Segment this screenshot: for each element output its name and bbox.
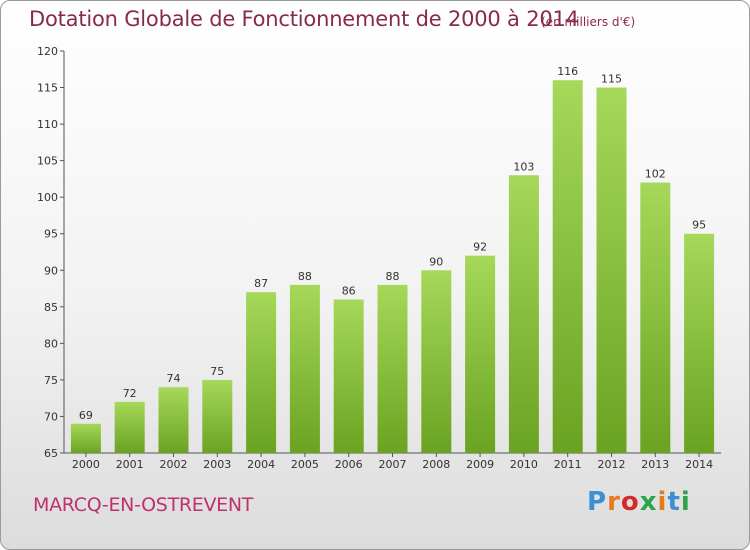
x-tick-label: 2003 (203, 458, 231, 471)
x-tick-label: 2002 (160, 458, 188, 471)
x-tick-label: 2012 (598, 458, 626, 471)
x-tick-label: 2006 (335, 458, 363, 471)
bar (246, 292, 277, 453)
bar (552, 80, 583, 454)
y-tick-label: 80 (44, 337, 58, 350)
bar-value-label: 90 (429, 255, 443, 268)
bar-value-label: 86 (342, 285, 356, 298)
y-tick-label: 85 (44, 301, 58, 314)
chart-title: Dotation Globale de Fonctionnement de 20… (29, 7, 579, 31)
proxiti-logo[interactable]: Proxiti (587, 487, 691, 517)
y-tick-label: 75 (44, 374, 58, 387)
y-tick-label: 95 (44, 228, 58, 241)
x-tick-label: 2000 (72, 458, 100, 471)
bar-value-label: 115 (601, 73, 622, 86)
chart-bars: 69 72 74 75 87 88 86 88 90 92 103 116 115 102 95 (70, 65, 715, 454)
x-tick-label: 2009 (466, 458, 494, 471)
y-tick-label: 105 (37, 155, 58, 168)
bar (421, 270, 452, 453)
bar-value-label: 88 (298, 270, 312, 283)
logo-letter: i (657, 487, 668, 517)
x-tick-label: 2014 (685, 458, 713, 471)
bar (202, 379, 233, 453)
y-tick-label: 100 (37, 191, 58, 204)
logo-letter: P (587, 487, 608, 517)
bar-value-label: 88 (386, 270, 400, 283)
bar (114, 401, 145, 453)
x-tick-label: 2008 (422, 458, 450, 471)
bar (465, 255, 496, 453)
bar-value-label: 74 (167, 372, 181, 385)
bar (684, 233, 715, 453)
y-tick-label: 65 (44, 447, 58, 460)
x-tick-label: 2011 (554, 458, 582, 471)
y-tick-label: 90 (44, 264, 58, 277)
bar-value-label: 103 (513, 160, 534, 173)
bar-value-label: 102 (645, 168, 666, 181)
y-tick-label: 110 (37, 118, 58, 131)
x-tick-label: 2004 (247, 458, 275, 471)
bar-value-label: 92 (473, 241, 487, 254)
logo-letter: t (667, 487, 681, 517)
bar (377, 284, 408, 453)
bar-value-label: 75 (210, 365, 224, 378)
bar-value-label: 72 (123, 387, 137, 400)
x-tick-label: 2005 (291, 458, 319, 471)
x-tick-label: 2010 (510, 458, 538, 471)
y-tick-label: 70 (44, 410, 58, 423)
town-name: MARCQ-EN-OSTREVENT (33, 494, 254, 516)
bar (70, 423, 101, 453)
logo-letter: i (680, 487, 691, 517)
x-tick-label: 2007 (379, 458, 407, 471)
x-tick-label: 2013 (641, 458, 669, 471)
bar-value-label: 95 (692, 219, 706, 232)
x-tick-label: 2001 (116, 458, 144, 471)
bar (508, 175, 539, 453)
logo-letter: o (620, 487, 640, 517)
bar (333, 299, 364, 453)
bar (640, 182, 671, 453)
bar (289, 284, 320, 453)
logo-letter: x (639, 487, 658, 517)
bar-value-label: 116 (557, 65, 578, 78)
chart-subtitle: (en milliers d'€) (541, 15, 636, 29)
y-tick-label: 120 (37, 45, 58, 58)
chart-axes: 65 70 75 80 85 90 95 100 105 110 115 120 2000 2001 200… (37, 45, 721, 471)
y-tick-label: 115 (37, 82, 58, 95)
bar-value-label: 69 (79, 409, 93, 422)
logo-letter: r (607, 487, 621, 517)
bar-value-label: 87 (254, 277, 268, 290)
bar (596, 87, 627, 453)
bar (158, 387, 189, 453)
